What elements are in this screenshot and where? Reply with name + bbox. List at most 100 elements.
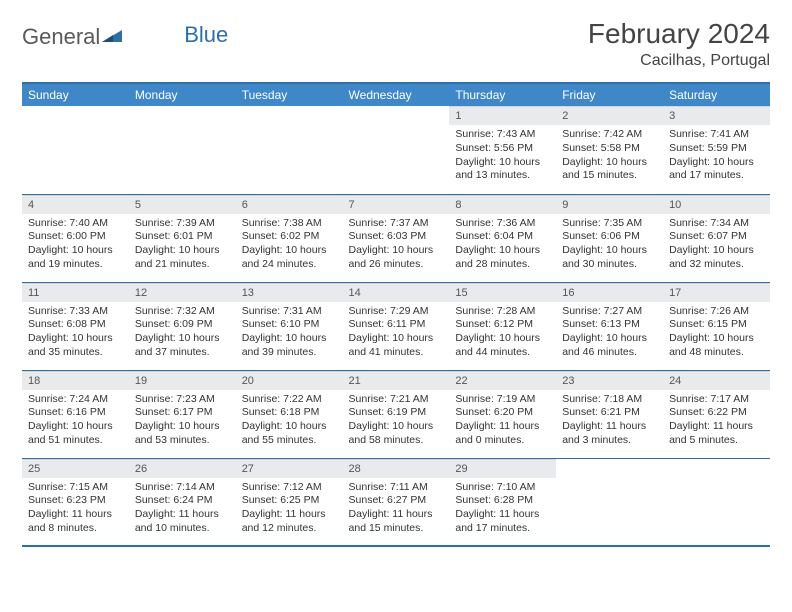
- day-number: 21: [343, 371, 450, 390]
- daylight-text: and 41 minutes.: [349, 346, 444, 360]
- day-number: 16: [556, 283, 663, 302]
- day-body: Sunrise: 7:33 AMSunset: 6:08 PMDaylight:…: [22, 302, 129, 364]
- day-number: 3: [663, 106, 770, 125]
- sunset-text: Sunset: 5:56 PM: [455, 142, 550, 156]
- sunset-text: Sunset: 6:10 PM: [242, 318, 337, 332]
- calendar-table: SundayMondayTuesdayWednesdayThursdayFrid…: [22, 82, 770, 547]
- day-number: 28: [343, 459, 450, 478]
- day-number: 10: [663, 195, 770, 214]
- daylight-text: and 10 minutes.: [135, 522, 230, 536]
- sunset-text: Sunset: 6:13 PM: [562, 318, 657, 332]
- day-body: Sunrise: 7:12 AMSunset: 6:25 PMDaylight:…: [236, 478, 343, 540]
- day-number: 1: [449, 106, 556, 125]
- day-number: 24: [663, 371, 770, 390]
- day-number: 5: [129, 195, 236, 214]
- day-body: Sunrise: 7:40 AMSunset: 6:00 PMDaylight:…: [22, 214, 129, 276]
- daylight-text: Daylight: 11 hours: [562, 420, 657, 434]
- daylight-text: Daylight: 10 hours: [135, 244, 230, 258]
- day-number: 2: [556, 106, 663, 125]
- calendar-cell: [556, 458, 663, 546]
- day-body: Sunrise: 7:41 AMSunset: 5:59 PMDaylight:…: [663, 125, 770, 187]
- daylight-text: Daylight: 10 hours: [455, 244, 550, 258]
- daylight-text: and 58 minutes.: [349, 434, 444, 448]
- sunset-text: Sunset: 5:58 PM: [562, 142, 657, 156]
- sunrise-text: Sunrise: 7:32 AM: [135, 305, 230, 319]
- calendar-cell: 8Sunrise: 7:36 AMSunset: 6:04 PMDaylight…: [449, 194, 556, 282]
- daylight-text: Daylight: 10 hours: [242, 244, 337, 258]
- calendar-cell: 13Sunrise: 7:31 AMSunset: 6:10 PMDayligh…: [236, 282, 343, 370]
- daylight-text: Daylight: 10 hours: [562, 332, 657, 346]
- day-number: 12: [129, 283, 236, 302]
- sunrise-text: Sunrise: 7:15 AM: [28, 481, 123, 495]
- sunrise-text: Sunrise: 7:29 AM: [349, 305, 444, 319]
- day-body: Sunrise: 7:39 AMSunset: 6:01 PMDaylight:…: [129, 214, 236, 276]
- calendar-cell: 5Sunrise: 7:39 AMSunset: 6:01 PMDaylight…: [129, 194, 236, 282]
- daylight-text: and 53 minutes.: [135, 434, 230, 448]
- calendar-cell: 7Sunrise: 7:37 AMSunset: 6:03 PMDaylight…: [343, 194, 450, 282]
- sunset-text: Sunset: 6:28 PM: [455, 494, 550, 508]
- day-body: Sunrise: 7:42 AMSunset: 5:58 PMDaylight:…: [556, 125, 663, 187]
- sunset-text: Sunset: 6:27 PM: [349, 494, 444, 508]
- day-body: Sunrise: 7:17 AMSunset: 6:22 PMDaylight:…: [663, 390, 770, 452]
- daylight-text: Daylight: 10 hours: [669, 156, 764, 170]
- sunset-text: Sunset: 6:02 PM: [242, 230, 337, 244]
- day-body: Sunrise: 7:10 AMSunset: 6:28 PMDaylight:…: [449, 478, 556, 540]
- calendar-cell: 29Sunrise: 7:10 AMSunset: 6:28 PMDayligh…: [449, 458, 556, 546]
- daylight-text: and 30 minutes.: [562, 258, 657, 272]
- calendar-cell: [663, 458, 770, 546]
- day-body: Sunrise: 7:26 AMSunset: 6:15 PMDaylight:…: [663, 302, 770, 364]
- brand-part2: Blue: [184, 22, 228, 47]
- daylight-text: Daylight: 11 hours: [455, 508, 550, 522]
- sunset-text: Sunset: 6:23 PM: [28, 494, 123, 508]
- day-body: Sunrise: 7:43 AMSunset: 5:56 PMDaylight:…: [449, 125, 556, 187]
- calendar-cell: [236, 106, 343, 194]
- daylight-text: Daylight: 11 hours: [455, 420, 550, 434]
- day-body: Sunrise: 7:22 AMSunset: 6:18 PMDaylight:…: [236, 390, 343, 452]
- day-number: 11: [22, 283, 129, 302]
- daylight-text: and 19 minutes.: [28, 258, 123, 272]
- sunset-text: Sunset: 6:15 PM: [669, 318, 764, 332]
- day-body: Sunrise: 7:37 AMSunset: 6:03 PMDaylight:…: [343, 214, 450, 276]
- sunrise-text: Sunrise: 7:43 AM: [455, 128, 550, 142]
- calendar-cell: 21Sunrise: 7:21 AMSunset: 6:19 PMDayligh…: [343, 370, 450, 458]
- sunset-text: Sunset: 6:25 PM: [242, 494, 337, 508]
- daylight-text: Daylight: 11 hours: [135, 508, 230, 522]
- weekday-header: Sunday: [22, 83, 129, 106]
- day-body: Sunrise: 7:32 AMSunset: 6:09 PMDaylight:…: [129, 302, 236, 364]
- sunrise-text: Sunrise: 7:37 AM: [349, 217, 444, 231]
- daylight-text: and 35 minutes.: [28, 346, 123, 360]
- day-body: Sunrise: 7:38 AMSunset: 6:02 PMDaylight:…: [236, 214, 343, 276]
- calendar-cell: 14Sunrise: 7:29 AMSunset: 6:11 PMDayligh…: [343, 282, 450, 370]
- daylight-text: Daylight: 10 hours: [455, 156, 550, 170]
- calendar-cell: 1Sunrise: 7:43 AMSunset: 5:56 PMDaylight…: [449, 106, 556, 194]
- day-number: 22: [449, 371, 556, 390]
- sunrise-text: Sunrise: 7:28 AM: [455, 305, 550, 319]
- daylight-text: and 0 minutes.: [455, 434, 550, 448]
- daylight-text: and 12 minutes.: [242, 522, 337, 536]
- calendar-cell: 28Sunrise: 7:11 AMSunset: 6:27 PMDayligh…: [343, 458, 450, 546]
- day-number: 9: [556, 195, 663, 214]
- daylight-text: Daylight: 10 hours: [669, 332, 764, 346]
- day-body: Sunrise: 7:23 AMSunset: 6:17 PMDaylight:…: [129, 390, 236, 452]
- day-body: Sunrise: 7:21 AMSunset: 6:19 PMDaylight:…: [343, 390, 450, 452]
- weekday-header: Saturday: [663, 83, 770, 106]
- brand-part1: General: [22, 24, 100, 50]
- calendar-cell: 11Sunrise: 7:33 AMSunset: 6:08 PMDayligh…: [22, 282, 129, 370]
- daylight-text: Daylight: 10 hours: [562, 244, 657, 258]
- daylight-text: Daylight: 10 hours: [28, 332, 123, 346]
- daylight-text: and 37 minutes.: [135, 346, 230, 360]
- sunset-text: Sunset: 6:06 PM: [562, 230, 657, 244]
- sunrise-text: Sunrise: 7:35 AM: [562, 217, 657, 231]
- weekday-header: Tuesday: [236, 83, 343, 106]
- sunset-text: Sunset: 6:09 PM: [135, 318, 230, 332]
- daylight-text: and 32 minutes.: [669, 258, 764, 272]
- daylight-text: Daylight: 10 hours: [349, 332, 444, 346]
- sunset-text: Sunset: 6:18 PM: [242, 406, 337, 420]
- calendar-cell: 20Sunrise: 7:22 AMSunset: 6:18 PMDayligh…: [236, 370, 343, 458]
- sunrise-text: Sunrise: 7:40 AM: [28, 217, 123, 231]
- daylight-text: and 3 minutes.: [562, 434, 657, 448]
- calendar-cell: [129, 106, 236, 194]
- day-body: Sunrise: 7:11 AMSunset: 6:27 PMDaylight:…: [343, 478, 450, 540]
- sunset-text: Sunset: 6:08 PM: [28, 318, 123, 332]
- calendar-cell: 12Sunrise: 7:32 AMSunset: 6:09 PMDayligh…: [129, 282, 236, 370]
